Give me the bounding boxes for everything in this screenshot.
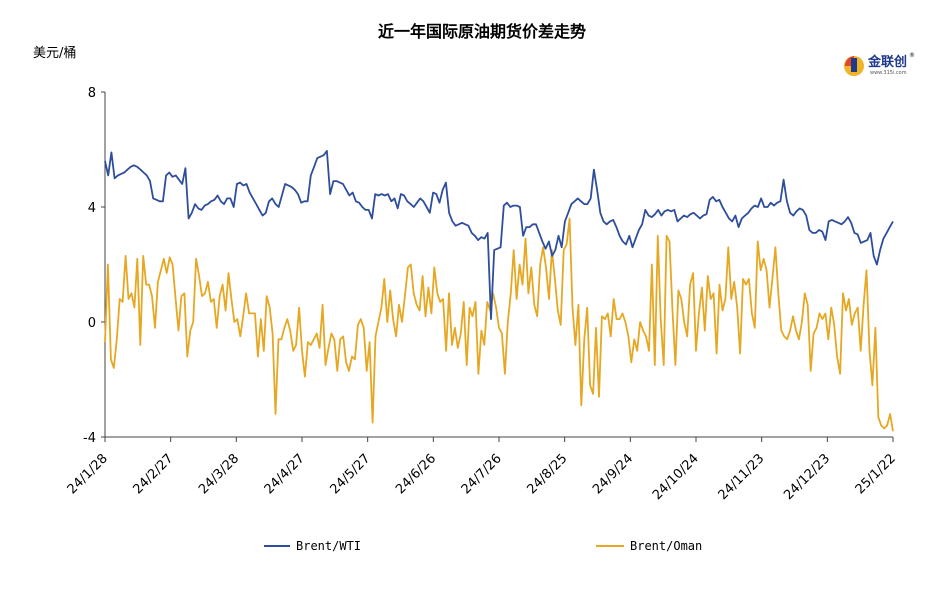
logo-text: 金联创 (867, 54, 907, 70)
legend-label-brent-oman: Brent/Oman (630, 539, 702, 553)
x-tick-label: 25/1/22 (853, 451, 899, 497)
x-tick-label: 24/3/28 (196, 451, 242, 497)
x-tick-label: 24/7/26 (459, 451, 505, 497)
x-tick-label: 24/2/27 (130, 451, 176, 497)
legend-label-brent-wti: Brent/WTI (296, 539, 361, 553)
series-group (104, 149, 894, 432)
logo-registered: ® (909, 52, 915, 59)
x-tick-label: 24/11/23 (716, 451, 768, 503)
brand-logo: 金联创 ® www.315i.com (844, 52, 915, 76)
y-tick-label: 8 (88, 86, 96, 101)
x-tick-label: 24/5/27 (327, 451, 373, 497)
x-tick-label: 24/12/23 (781, 451, 833, 503)
y-tick-label: 0 (88, 316, 96, 331)
axes (104, 92, 893, 438)
logo-mark-bar (851, 58, 857, 72)
x-tick-label: 24/10/24 (650, 451, 702, 503)
logo-site: www.315i.com (870, 70, 907, 76)
y-tick-label: 4 (88, 201, 96, 216)
y-axis-unit: 美元/桶 (33, 46, 76, 61)
x-tick-label: 24/1/28 (65, 451, 111, 497)
x-tick-label: 24/9/24 (590, 451, 636, 497)
y-tick-label: -4 (83, 431, 96, 446)
x-ticks: 24/1/28 24/2/27 24/3/28 24/4/27 24/5/27 24/6/… (65, 437, 899, 503)
x-tick-label: 24/6/26 (393, 451, 439, 497)
chart-title: 近一年国际原油期货价差走势 (378, 22, 586, 41)
series-line-brent-oman (104, 217, 894, 432)
legend: Brent/WTI Brent/Oman (264, 539, 702, 553)
x-tick-label: 24/4/27 (262, 451, 308, 497)
x-tick-label: 24/8/25 (524, 451, 570, 497)
y-ticks: 8 4 0 -4 (83, 86, 105, 446)
series-line-brent-wti (104, 149, 894, 321)
